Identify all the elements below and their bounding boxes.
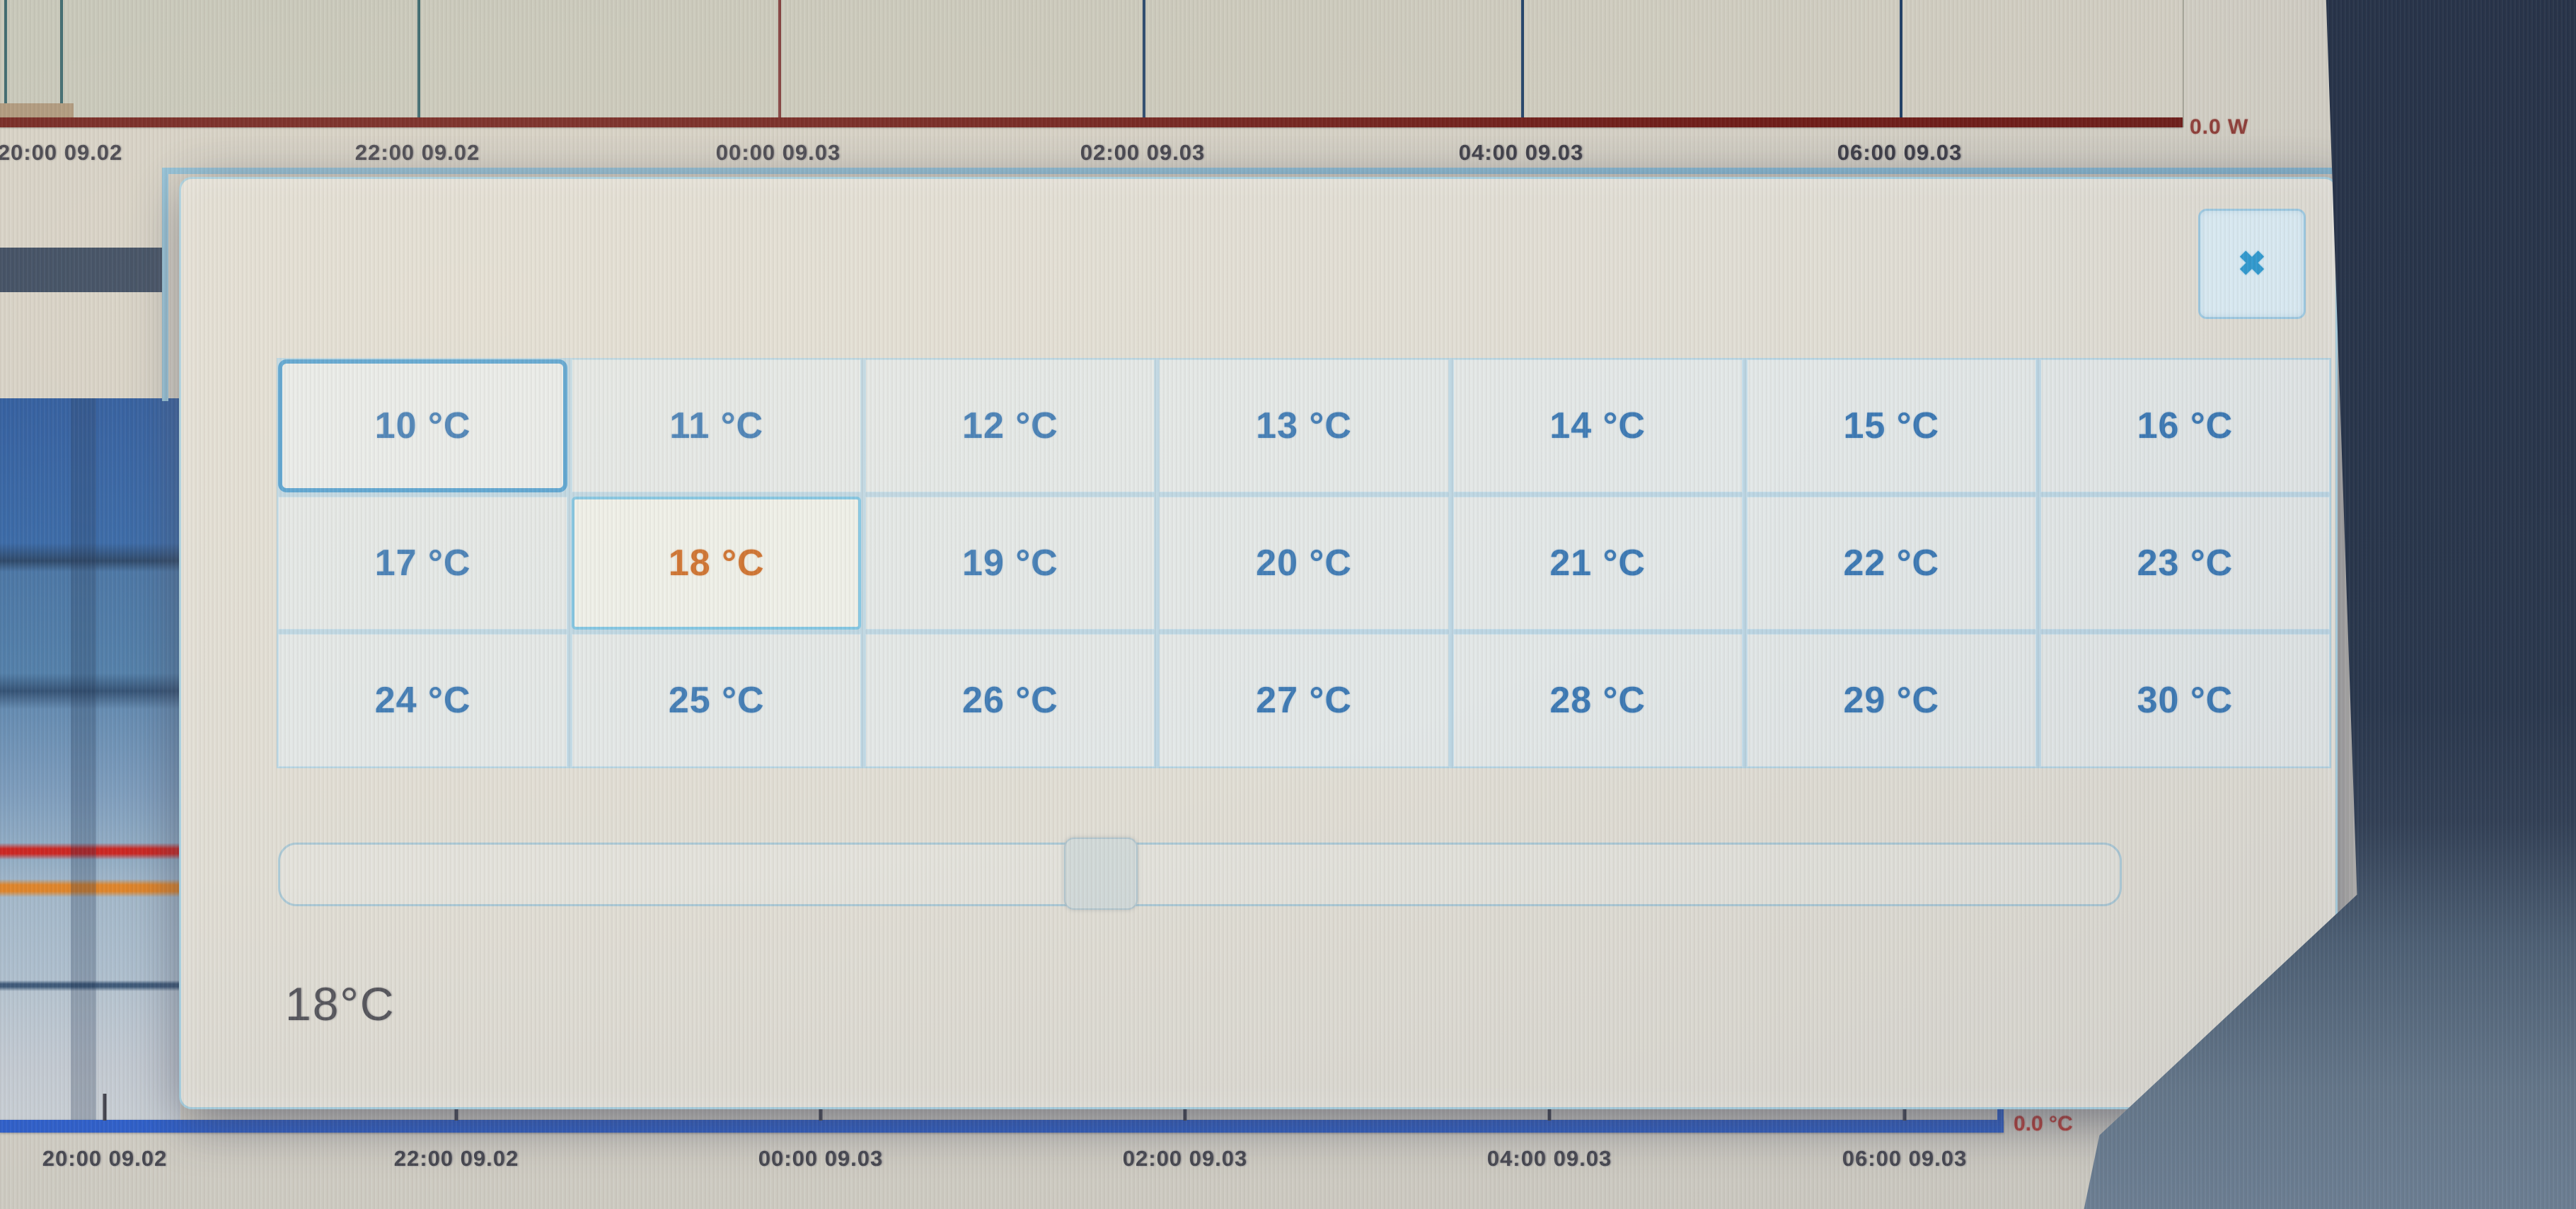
temp-button-26[interactable]: 26 °C — [865, 634, 1155, 767]
chart-gridline — [778, 0, 781, 117]
top-axis-label: 04:00 09.03 — [1458, 140, 1584, 165]
temperature-value-label: 0.0 °C — [2014, 1112, 2073, 1135]
temp-button-15[interactable]: 15 °C — [1746, 359, 2036, 492]
temperature-slider-handle[interactable] — [1064, 838, 1138, 910]
bottom-axis-label: 06:00 09.03 — [1842, 1146, 1968, 1171]
power-zero-line — [0, 117, 2183, 127]
temp-button-23[interactable]: 23 °C — [2040, 497, 2330, 630]
power-chart — [0, 0, 2184, 127]
top-axis-label: 02:00 09.03 — [1080, 140, 1206, 165]
temp-button-21[interactable]: 21 °C — [1452, 497, 1743, 630]
temperature-chart-area — [0, 398, 180, 1121]
setpoint-line — [165, 168, 2335, 174]
temp-button-13[interactable]: 13 °C — [1159, 359, 1449, 492]
temp-button-12[interactable]: 12 °C — [865, 359, 1155, 492]
chart-gridline — [1143, 0, 1145, 117]
temp-button-14[interactable]: 14 °C — [1452, 359, 1743, 492]
temp-button-30[interactable]: 30 °C — [2040, 634, 2330, 767]
top-axis-label: 20:00 09.02 — [0, 140, 123, 165]
bottom-axis-label: 04:00 09.03 — [1486, 1146, 1612, 1171]
temp-button-11[interactable]: 11 °C — [572, 359, 862, 492]
setpoint-line-step — [162, 168, 168, 401]
temp-button-18[interactable]: 18 °C — [572, 497, 862, 630]
temp-button-29[interactable]: 29 °C — [1746, 634, 2036, 767]
bottom-axis-line — [0, 1120, 2004, 1133]
chart-gridline — [1521, 0, 1524, 117]
temp-button-16[interactable]: 16 °C — [2040, 359, 2330, 492]
temp-button-28[interactable]: 28 °C — [1452, 634, 1743, 767]
selected-temperature-label: 18°C — [285, 978, 395, 1030]
temp-button-17[interactable]: 17 °C — [278, 497, 568, 630]
chart-gridline — [71, 398, 96, 1121]
chart-gridline — [1900, 0, 1902, 117]
chart-gridline — [417, 0, 420, 117]
power-value-label: 0.0 W — [2190, 115, 2249, 139]
temp-button-19[interactable]: 19 °C — [865, 497, 1155, 630]
close-button[interactable]: ✖ — [2198, 209, 2306, 319]
temperature-picker-dialog: ✖ 10 °C 11 °C 12 °C 13 °C 14 °C 15 °C 16… — [179, 177, 2338, 1109]
chart-gridline — [60, 0, 63, 117]
axis-tick — [103, 1094, 107, 1121]
chart-gridline — [4, 0, 7, 117]
temp-button-27[interactable]: 27 °C — [1159, 634, 1449, 767]
temp-button-25[interactable]: 25 °C — [572, 634, 862, 767]
close-icon: ✖ — [2237, 245, 2267, 283]
bottom-axis-label: 22:00 09.02 — [393, 1146, 519, 1171]
top-axis-label: 22:00 09.02 — [354, 140, 480, 165]
power-series-segment — [0, 103, 74, 117]
temp-button-20[interactable]: 20 °C — [1159, 497, 1449, 630]
temperature-slider-track[interactable] — [278, 838, 2122, 910]
temp-button-24[interactable]: 24 °C — [278, 634, 568, 767]
temp-button-22[interactable]: 22 °C — [1746, 497, 2036, 630]
temp-button-10[interactable]: 10 °C — [278, 359, 568, 492]
top-axis-label: 00:00 09.03 — [715, 140, 841, 165]
temperature-grid: 10 °C 11 °C 12 °C 13 °C 14 °C 15 °C 16 °… — [277, 358, 2331, 768]
bottom-axis-label: 20:00 09.02 — [42, 1146, 168, 1171]
bottom-axis-label: 00:00 09.03 — [758, 1146, 884, 1171]
top-axis-label: 06:00 09.03 — [1837, 140, 1963, 165]
chart-series-band — [0, 248, 162, 292]
bottom-axis-label: 02:00 09.03 — [1122, 1146, 1248, 1171]
